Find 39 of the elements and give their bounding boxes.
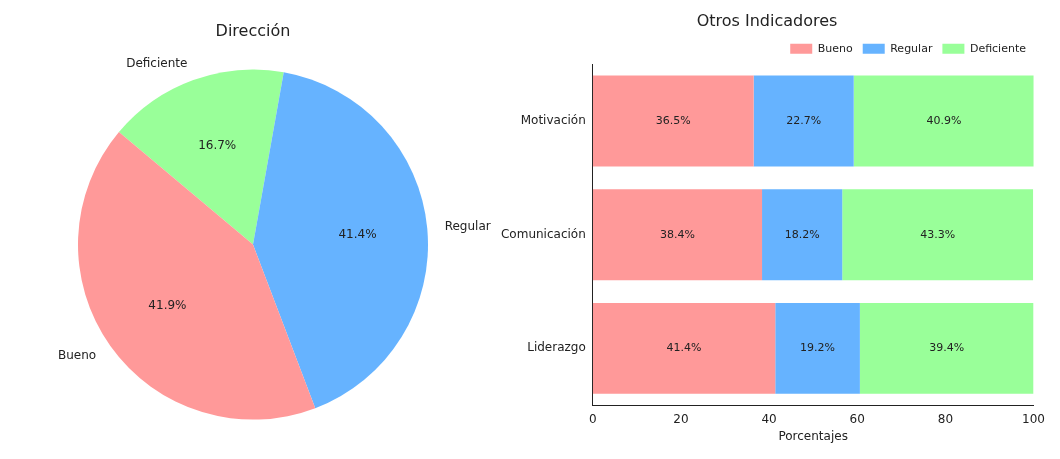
bar (753, 75, 854, 167)
legend-label: Deficiente (969, 41, 1027, 55)
data-label: 18.2% (784, 227, 820, 241)
y-tick-label: Motivación (520, 113, 586, 128)
x-tick-label: 80 (937, 411, 954, 426)
bar (853, 75, 1034, 167)
data-label: 19.2% (800, 341, 836, 355)
data-label: 40.9% (926, 113, 962, 127)
legend-label: Bueno (817, 41, 853, 55)
data-label: 36.5% (655, 113, 691, 127)
bar (775, 302, 860, 394)
slice-label: Regular (444, 218, 491, 233)
y-tick-label: Liderazgo (527, 340, 586, 355)
bar (592, 302, 776, 394)
data-label: 41.9% (148, 297, 187, 312)
legend-label: Regular (890, 41, 933, 55)
data-label: 39.4% (929, 341, 965, 355)
x-axis-title: Porcentajes (778, 428, 848, 443)
bar (842, 189, 1034, 281)
x-tick-label: 100 (1022, 411, 1045, 426)
x-tick-label: 0 (588, 411, 597, 426)
slice-label: Deficiente (126, 55, 188, 70)
data-label: 16.7% (198, 138, 237, 153)
data-label: 38.4% (659, 227, 695, 241)
x-tick-label: 20 (673, 411, 689, 426)
chart-title: Otros Indicadores (696, 10, 838, 30)
data-label: 41.4% (338, 226, 377, 241)
bar (762, 189, 843, 281)
chart-title: Dirección (215, 20, 291, 40)
slice-label: Bueno (57, 348, 97, 363)
bar (592, 189, 763, 281)
x-tick-label: 40 (761, 411, 777, 426)
x-tick-label: 60 (849, 411, 865, 426)
y-tick-label: Comunicación (500, 226, 586, 241)
bar (859, 302, 1034, 394)
bar (592, 75, 754, 167)
data-label: 22.7% (786, 113, 822, 127)
data-label: 43.3% (920, 227, 956, 241)
data-label: 41.4% (666, 341, 702, 355)
